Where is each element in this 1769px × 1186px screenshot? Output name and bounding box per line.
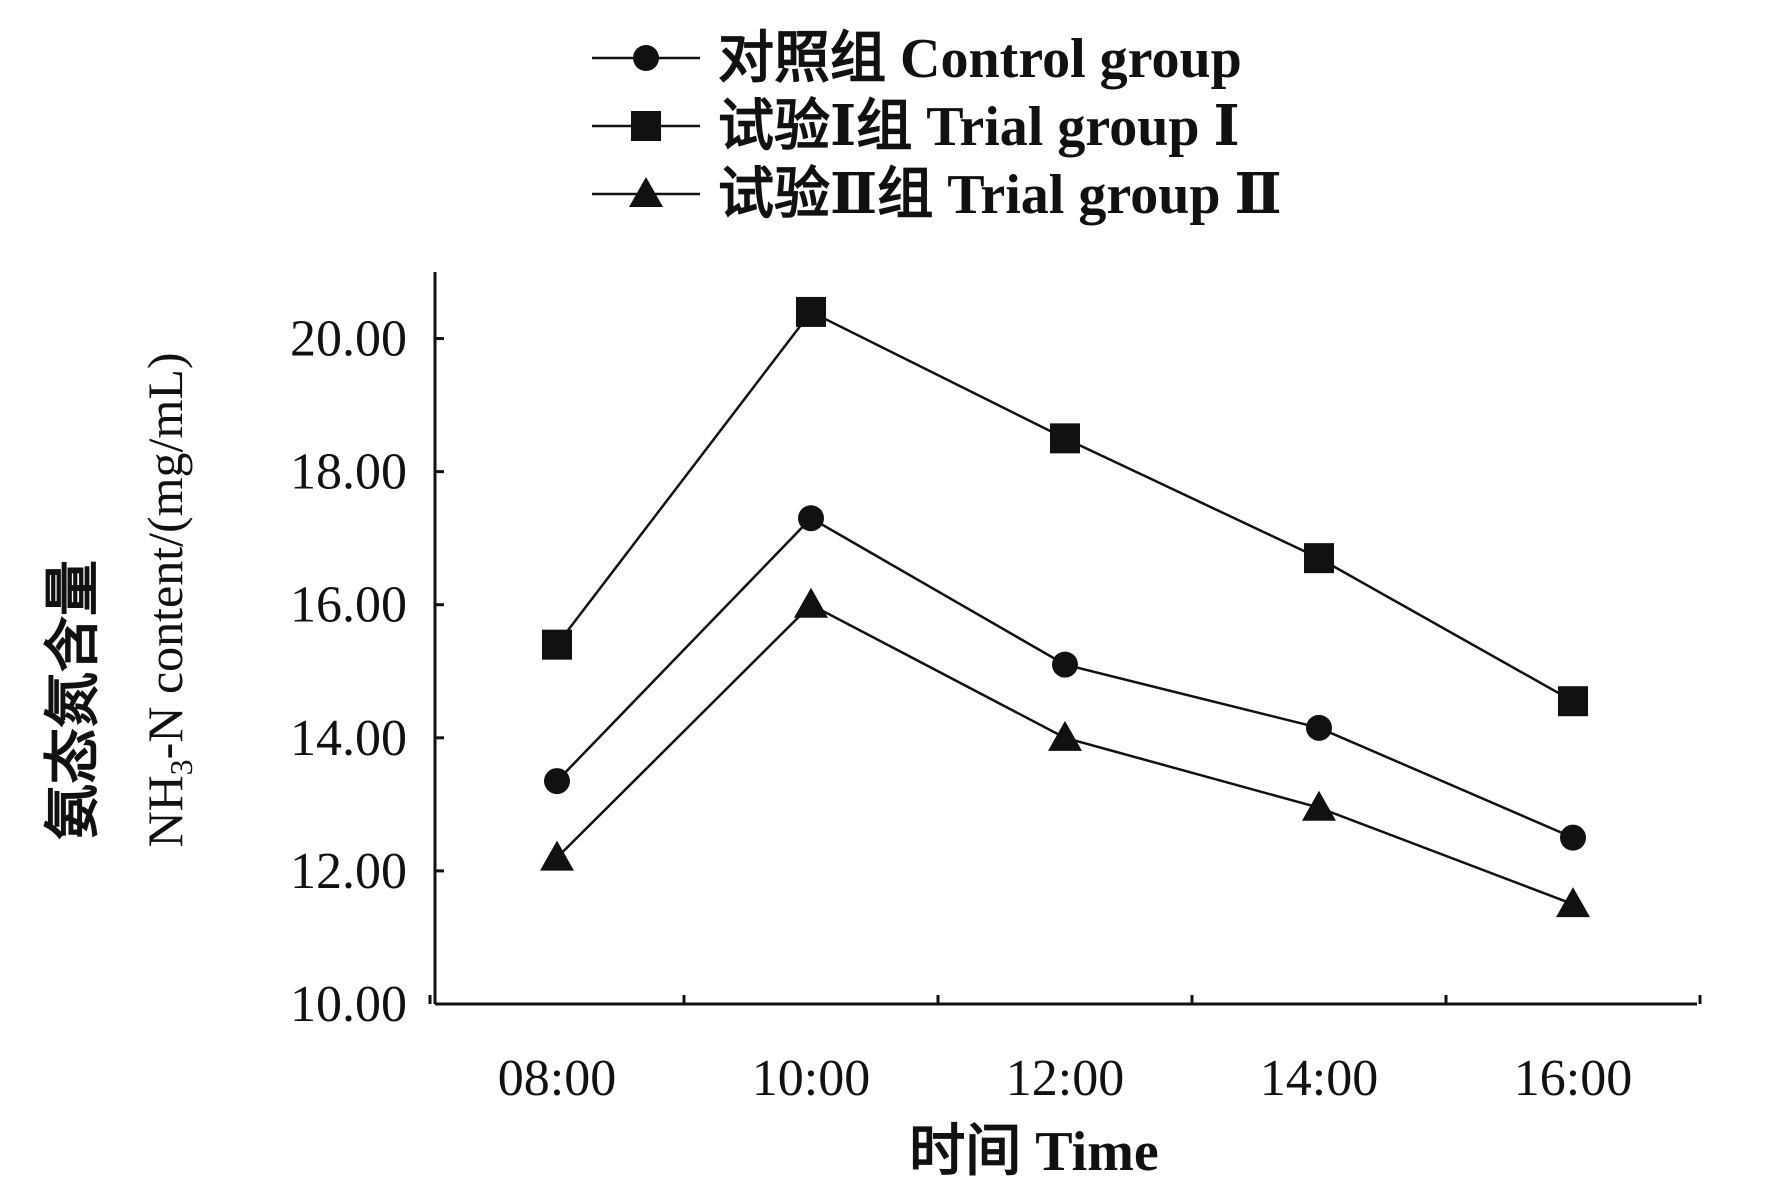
y-tick-label: 10.00 <box>290 976 407 1033</box>
data-point <box>1050 423 1080 454</box>
x-axis-ticks: 08:00 10:00 12:00 14:00 16:00 <box>428 995 1702 1107</box>
legend-label: 对照组 Control group <box>718 28 1242 90</box>
data-point <box>540 840 574 871</box>
data-point <box>796 296 826 327</box>
y-tick-label: 18.00 <box>290 444 407 501</box>
y-axis-title-cn: 氨态氮含量 <box>43 560 105 840</box>
legend-item: 试验Ⅰ组 Trial group Ⅰ <box>592 96 1240 158</box>
x-tick-label: 16:00 <box>1514 1050 1632 1107</box>
y-axis-title: 氨态氮含量 NH3-N content/(mg/mL) <box>43 352 199 847</box>
legend-item: 对照组 Control group <box>592 28 1242 90</box>
data-point <box>544 768 570 795</box>
data-point <box>798 505 824 532</box>
x-tick-label: 08:00 <box>498 1050 616 1107</box>
series-layer <box>540 296 1590 918</box>
y-tick-label: 16.00 <box>290 577 407 634</box>
data-point <box>1304 543 1334 574</box>
data-point <box>542 629 572 660</box>
legend-marker <box>633 45 659 71</box>
series-triangle <box>540 587 1590 918</box>
x-axis-title: 时间 Time <box>909 1121 1158 1183</box>
y-tick-label: 14.00 <box>290 710 407 767</box>
x-tick-label: 10:00 <box>752 1050 870 1107</box>
data-point <box>794 587 828 618</box>
x-tick-label: 14:00 <box>1260 1050 1378 1107</box>
legend-marker <box>629 177 663 207</box>
y-tick-label: 20.00 <box>290 311 407 368</box>
data-point <box>1306 714 1332 741</box>
series-line <box>556 310 1574 703</box>
legend-item: 试验Ⅱ组 Trial group Ⅱ <box>592 164 1282 226</box>
series-circle <box>544 505 1586 851</box>
series-line <box>556 603 1574 906</box>
series-line <box>556 516 1574 839</box>
data-point <box>1558 686 1588 717</box>
data-point <box>1560 824 1586 851</box>
axes <box>433 272 1697 1006</box>
legend-label: 试验Ⅱ组 Trial group Ⅱ <box>718 164 1282 226</box>
y-tick-label: 12.00 <box>290 843 407 900</box>
y-axis-title-en: NH3-N content/(mg/mL) <box>137 352 199 847</box>
data-point <box>1048 720 1082 751</box>
data-point <box>1556 887 1590 918</box>
data-point <box>1302 790 1336 821</box>
legend-label: 试验Ⅰ组 Trial group Ⅰ <box>718 96 1240 158</box>
series-square <box>542 296 1588 717</box>
x-tick-label: 12:00 <box>1006 1050 1124 1107</box>
data-point <box>1052 651 1078 678</box>
legend-marker <box>631 111 661 141</box>
y-axis-ticks: 10.00 12.00 14.00 16.00 18.00 20.00 <box>290 311 444 1033</box>
